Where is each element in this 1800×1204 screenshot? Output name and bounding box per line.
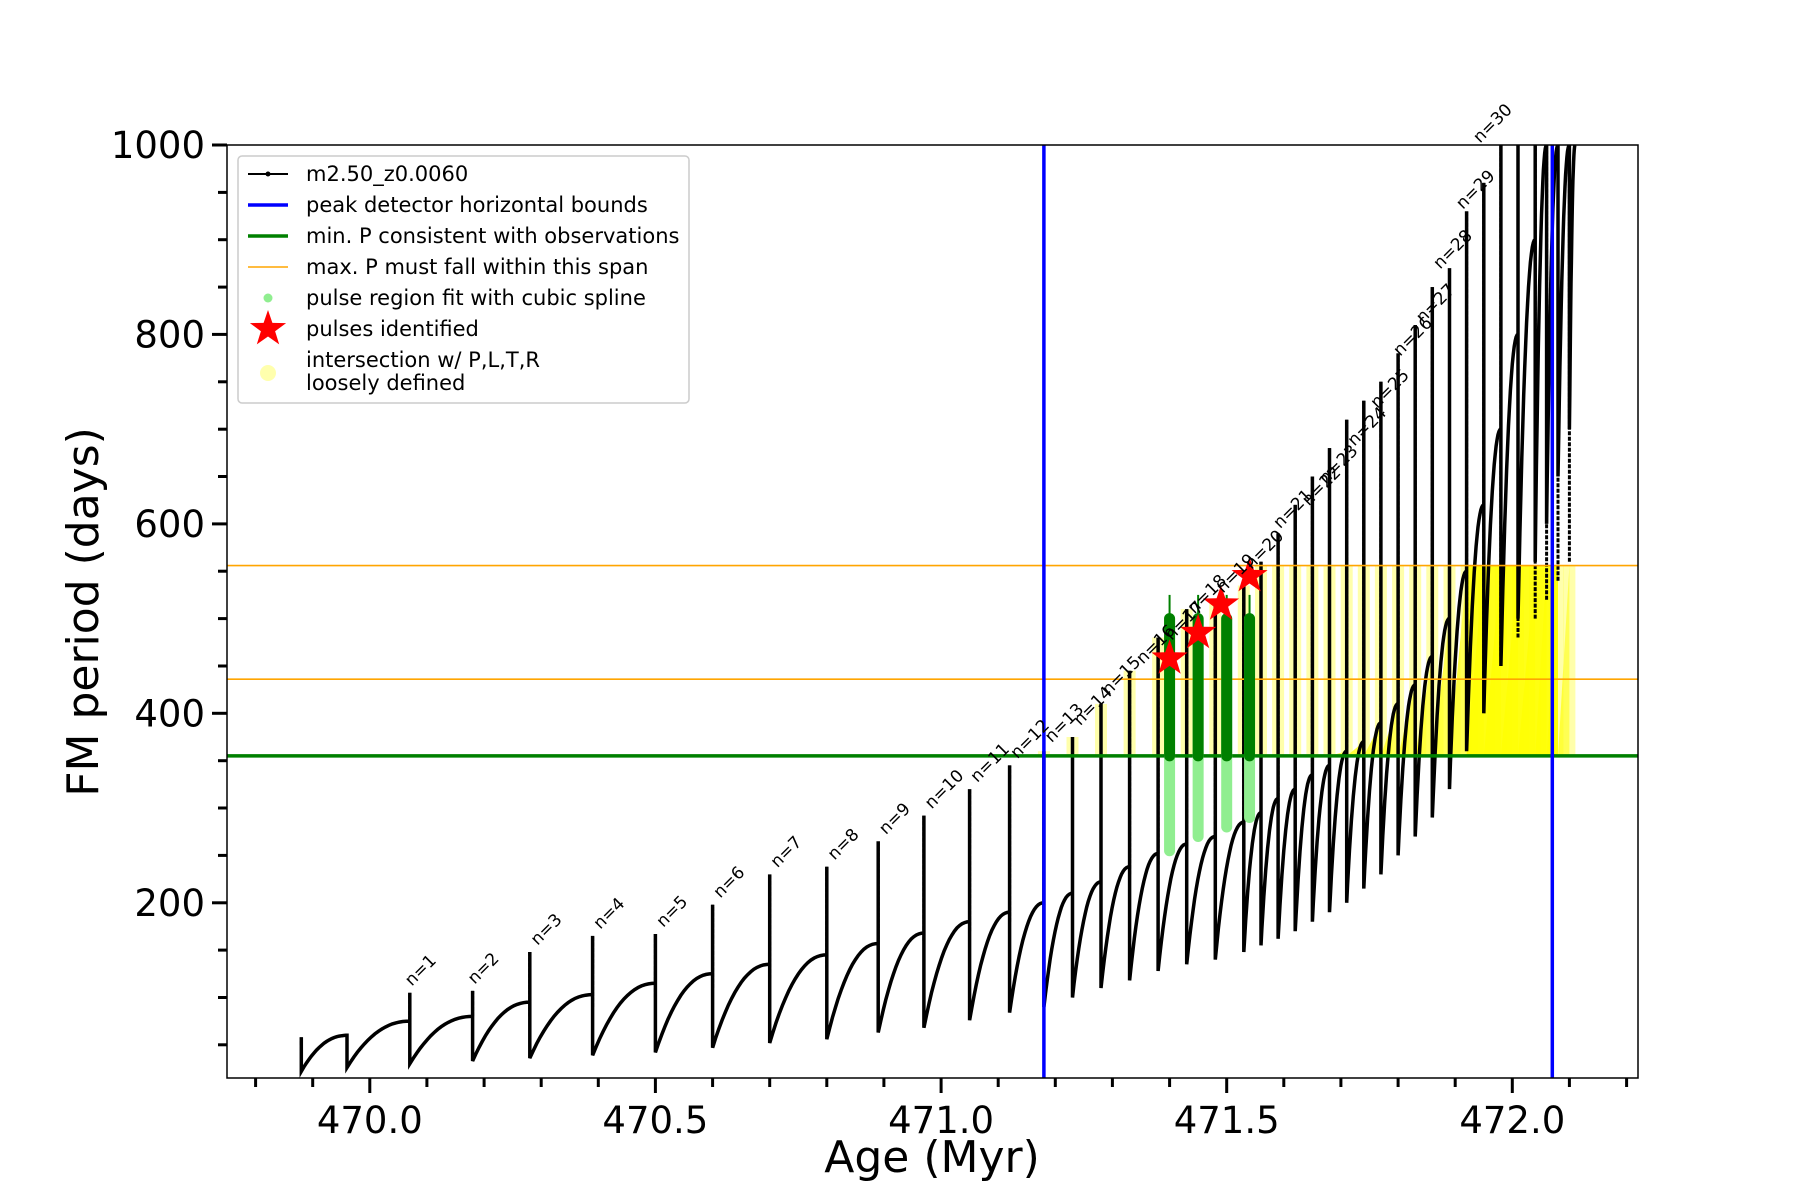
interpulse-curve: [345, 1019, 410, 1074]
interpulse-curve: [1213, 599, 1245, 960]
pulse-star: [1180, 613, 1217, 649]
interpulse-curve: [1556, 145, 1571, 477]
plot-frame: [226, 144, 1639, 1079]
interpulse-curve: [1156, 637, 1188, 972]
interpulse-curve: [1293, 504, 1313, 932]
interpulse-curve: [825, 866, 879, 1040]
interpulse-curve: [1099, 703, 1130, 989]
interpulse-curve: [299, 1033, 347, 1078]
interpulse-curve: [1259, 561, 1279, 946]
legend-entry-max-period: max. P must fall within this span: [248, 255, 648, 279]
interpulse-curve: [1499, 145, 1519, 667]
y-tick-label: 800: [134, 313, 205, 356]
interpulse-curve: [1447, 268, 1468, 790]
legend: m2.50_z0.0060 peak detector horizontal b…: [237, 155, 690, 404]
y-axis-title: FM period (days): [58, 427, 109, 797]
interpulse-curve: [1127, 670, 1159, 981]
legend-marker-star: [249, 310, 287, 345]
interpulse-curve: [1310, 476, 1331, 922]
interpulse-curve: [967, 789, 1010, 1021]
x-tick-label: 470.5: [602, 1099, 708, 1142]
interpulse-curve: [1482, 182, 1502, 714]
interpulse-curve: [1042, 751, 1073, 1008]
interpulse-curve: [1567, 145, 1577, 430]
interpulse-curve: [1430, 287, 1451, 818]
pulse-star: [1202, 585, 1240, 620]
interpulse-curve: [590, 935, 656, 1056]
interpulse-curve: [1362, 400, 1382, 889]
interpulse-curve: [1516, 145, 1537, 619]
legend-marker-intersection: [260, 365, 276, 381]
legend-marker-spline-fit: [263, 293, 273, 303]
interpulse-curve: [408, 992, 473, 1070]
legend-entry-peak-bounds: peak detector horizontal bounds: [248, 193, 648, 217]
axes-layer: 470.0 470.5 471.0 471.5 472.0 200 400 600 800 100…: [111, 124, 1629, 1142]
interpulse-curve: [1533, 145, 1548, 562]
interpulse-curve: [922, 815, 970, 1029]
legend-entry-spline-fit: pulse region fit with cubic spline: [263, 286, 646, 310]
legend-label-max-period: max. P must fall within this span: [306, 255, 648, 279]
pulse-star: [1151, 639, 1188, 674]
legend-label-intersection-line2: loosely defined: [306, 371, 465, 395]
x-axis-title: Age (Myr): [824, 1132, 1040, 1183]
pulse-star-layer: [1151, 557, 1268, 674]
legend-entry-intersection: intersection w/ P,L,T,R loosely defined: [260, 348, 540, 395]
x-tick-label: 471.0: [888, 1099, 994, 1142]
intersection-region-layer: [1037, 565, 1576, 756]
x-tick-label: 472.0: [1459, 1099, 1565, 1142]
interpulse-curve: [1344, 419, 1365, 903]
x-tick-label: 470.0: [317, 1099, 423, 1142]
reference-lines-layer: [227, 145, 1638, 1078]
x-tick-label: 471.5: [1174, 1099, 1280, 1142]
legend-label-intersection: intersection w/ P,L,T,R: [306, 348, 540, 372]
interpulse-curve: [1070, 737, 1102, 998]
interpulse-curve: [528, 952, 593, 1059]
pulse-label: n=30: [1469, 100, 1516, 147]
interpulse-curve: [1242, 585, 1262, 953]
intersection-dense-region: [1466, 565, 1558, 756]
legend-entry-pulses: pulses identified: [249, 310, 479, 345]
y-tick-label: 400: [134, 692, 205, 735]
legend-label-min-period: min. P consistent with observations: [306, 224, 679, 248]
interpulse-curve: [876, 841, 924, 1033]
interpulse-curve: [653, 934, 713, 1053]
y-tick-label: 1000: [111, 124, 205, 167]
legend-marker-model-dot: [265, 171, 271, 177]
interpulse-curve: [767, 874, 827, 1044]
interpulse-curve: [1396, 353, 1416, 856]
interpulse-curve: [1413, 325, 1433, 837]
legend-entry-model: m2.50_z0.0060: [248, 162, 468, 187]
legend-entry-min-period: min. P consistent with observations: [248, 224, 679, 248]
legend-label-pulses: pulses identified: [306, 317, 479, 341]
legend-label-peak-bounds: peak detector horizontal bounds: [306, 193, 648, 217]
interpulse-curve: [710, 904, 770, 1049]
y-tick-label: 600: [134, 503, 205, 546]
interpulse-curve: [1007, 765, 1045, 1013]
legend-label-spline-fit: pulse region fit with cubic spline: [306, 286, 646, 310]
intersection-band: [1563, 565, 1576, 756]
interpulse-curve: [1276, 533, 1296, 939]
y-tick-label: 200: [134, 882, 205, 925]
legend-label-model: m2.50_z0.0060: [306, 162, 468, 187]
interpulse-curve: [470, 990, 530, 1062]
pulse-star: [1231, 557, 1268, 592]
legend-frame: [237, 155, 690, 404]
interpulse-curve: [1184, 609, 1216, 965]
interpulse-curve: [1379, 381, 1399, 875]
